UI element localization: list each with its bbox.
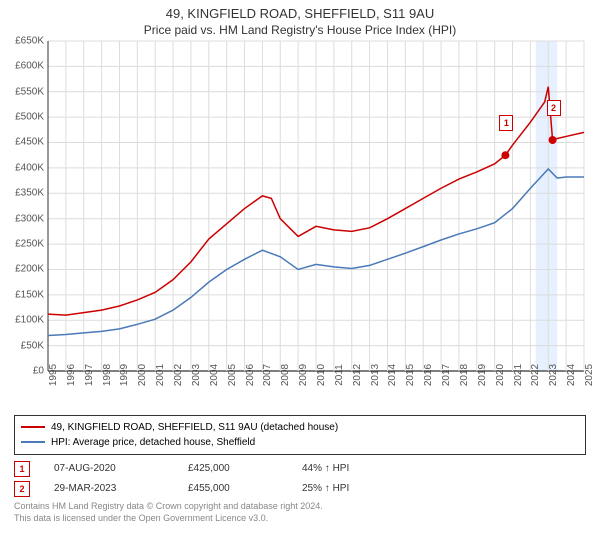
x-tick-label: 2008 (280, 364, 291, 386)
y-tick-label: £400K (15, 162, 44, 173)
footer: Contains HM Land Registry data © Crown c… (14, 501, 586, 524)
x-tick-label: 1998 (102, 364, 113, 386)
y-tick-label: £50K (21, 340, 44, 351)
sale-price: £455,000 (188, 483, 278, 494)
x-tick-label: 2003 (191, 364, 202, 386)
sale-marker-icon: 1 (14, 461, 30, 477)
x-tick-label: 2014 (387, 364, 398, 386)
x-tick-label: 2007 (262, 364, 273, 386)
x-tick-label: 1997 (84, 364, 95, 386)
y-tick-label: £550K (15, 86, 44, 97)
y-tick-label: £300K (15, 213, 44, 224)
y-tick-label: £150K (15, 289, 44, 300)
x-tick-label: 2009 (298, 364, 309, 386)
y-tick-label: £600K (15, 61, 44, 72)
y-tick-label: £100K (15, 315, 44, 326)
chart-title: 49, KINGFIELD ROAD, SHEFFIELD, S11 9AU (0, 0, 600, 23)
x-tick-label: 2004 (209, 364, 220, 386)
x-tick-label: 2021 (513, 364, 524, 386)
sale-pct: 25% ↑ HPI (302, 483, 402, 494)
y-tick-label: £450K (15, 137, 44, 148)
y-tick-label: £200K (15, 264, 44, 275)
sale-row: 1 07-AUG-2020 £425,000 44% ↑ HPI (14, 461, 586, 477)
y-tick-label: £250K (15, 238, 44, 249)
x-tick-label: 2015 (405, 364, 416, 386)
footer-line: Contains HM Land Registry data © Crown c… (14, 501, 586, 513)
x-tick-label: 2010 (316, 364, 327, 386)
sale-pct: 44% ↑ HPI (302, 463, 402, 474)
sales-table: 1 07-AUG-2020 £425,000 44% ↑ HPI 2 29-MA… (14, 461, 586, 497)
legend-item: 49, KINGFIELD ROAD, SHEFFIELD, S11 9AU (… (21, 420, 579, 435)
x-tick-label: 2000 (137, 364, 148, 386)
sale-date: 07-AUG-2020 (54, 463, 164, 474)
x-tick-label: 2020 (495, 364, 506, 386)
sale-point-marker: 2 (547, 100, 561, 116)
x-tick-label: 2011 (334, 364, 345, 386)
x-tick-label: 2002 (173, 364, 184, 386)
x-tick-label: 2018 (459, 364, 470, 386)
y-tick-label: £350K (15, 188, 44, 199)
sale-point-marker: 1 (499, 115, 513, 131)
chart-container: 49, KINGFIELD ROAD, SHEFFIELD, S11 9AU P… (0, 0, 600, 560)
x-tick-label: 2025 (584, 364, 595, 386)
legend: 49, KINGFIELD ROAD, SHEFFIELD, S11 9AU (… (14, 415, 586, 455)
x-tick-label: 2013 (370, 364, 381, 386)
sale-marker-icon: 2 (14, 481, 30, 497)
legend-label: HPI: Average price, detached house, Shef… (51, 435, 255, 450)
sale-date: 29-MAR-2023 (54, 483, 164, 494)
sale-row: 2 29-MAR-2023 £455,000 25% ↑ HPI (14, 481, 586, 497)
legend-item: HPI: Average price, detached house, Shef… (21, 435, 579, 450)
footer-line: This data is licensed under the Open Gov… (14, 513, 586, 525)
sale-price: £425,000 (188, 463, 278, 474)
x-tick-label: 2001 (155, 364, 166, 386)
legend-swatch (21, 426, 45, 428)
x-axis: 1995199619971998199920002001200220032004… (48, 371, 584, 407)
plot-svg (48, 41, 584, 371)
x-tick-label: 1995 (48, 364, 59, 386)
x-tick-label: 2022 (530, 364, 541, 386)
x-tick-label: 2005 (227, 364, 238, 386)
x-tick-label: 2019 (477, 364, 488, 386)
x-tick-label: 2006 (245, 364, 256, 386)
x-tick-label: 2017 (441, 364, 452, 386)
chart-subtitle: Price paid vs. HM Land Registry's House … (0, 23, 600, 41)
x-tick-label: 2012 (352, 364, 363, 386)
x-tick-label: 2024 (566, 364, 577, 386)
y-tick-label: £650K (15, 35, 44, 46)
x-tick-label: 1996 (66, 364, 77, 386)
plot-area: £0£50K£100K£150K£200K£250K£300K£350K£400… (48, 41, 584, 371)
legend-swatch (21, 441, 45, 443)
x-tick-label: 1999 (119, 364, 130, 386)
x-tick-label: 2016 (423, 364, 434, 386)
legend-label: 49, KINGFIELD ROAD, SHEFFIELD, S11 9AU (… (51, 420, 338, 435)
y-tick-label: £0 (33, 365, 44, 376)
y-tick-label: £500K (15, 112, 44, 123)
x-tick-label: 2023 (548, 364, 559, 386)
